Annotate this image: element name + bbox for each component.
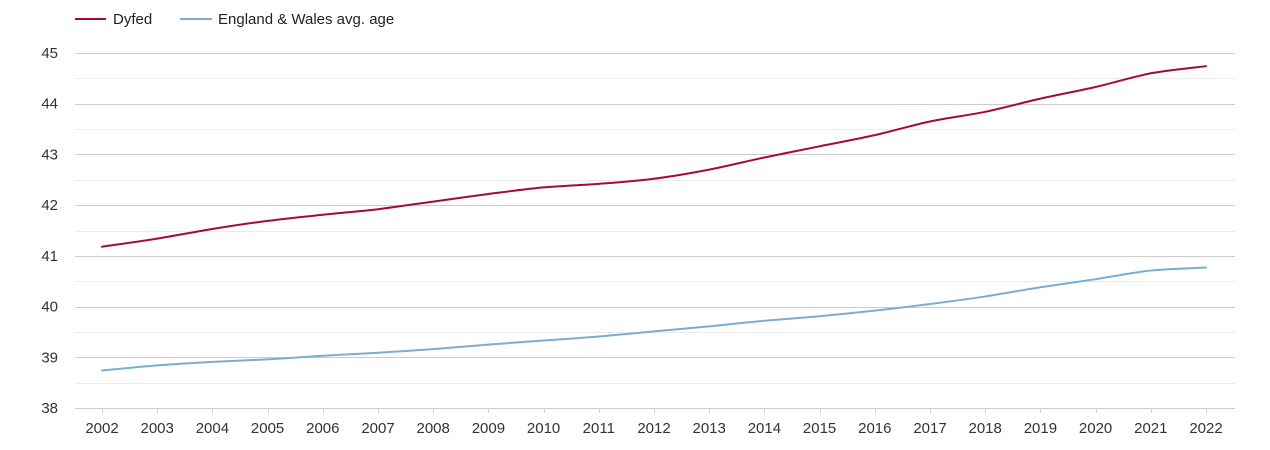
x-tick-label: 2003 xyxy=(141,420,174,437)
x-tick-label: 2012 xyxy=(637,420,670,437)
x-tick-label: 2007 xyxy=(361,420,394,437)
x-tick-label: 2019 xyxy=(1024,420,1057,437)
x-tick-label: 2013 xyxy=(693,420,726,437)
y-tick-label: 43 xyxy=(41,146,58,163)
legend-label-dyfed: Dyfed xyxy=(113,11,152,28)
x-tick-label: 2004 xyxy=(196,420,229,437)
series-group xyxy=(101,65,1207,372)
series-line-dyfed xyxy=(101,65,1207,248)
x-tick-label: 2005 xyxy=(251,420,284,437)
y-tick-label: 42 xyxy=(41,197,58,214)
x-tick-label: 2014 xyxy=(748,420,781,437)
legend-label-england-wales: England & Wales avg. age xyxy=(218,11,394,28)
x-tick-label: 2020 xyxy=(1079,420,1112,437)
legend: Dyfed England & Wales avg. age xyxy=(75,11,394,28)
gridlines xyxy=(75,53,1235,409)
x-axis: 2002 2003 2004 2005 2006 2007 2008 2009 2010 2011… xyxy=(85,408,1223,437)
y-tick-label: 39 xyxy=(41,349,58,366)
y-tick-label: 38 xyxy=(41,400,58,417)
x-tick-label: 2002 xyxy=(85,420,118,437)
x-tick-label: 2009 xyxy=(472,420,505,437)
x-tick-label: 2006 xyxy=(306,420,339,437)
y-tick-label: 41 xyxy=(41,248,58,265)
x-tick-label: 2021 xyxy=(1134,420,1167,437)
x-tick-label: 2011 xyxy=(583,420,615,437)
y-tick-label: 45 xyxy=(41,45,58,62)
x-tick-label: 2008 xyxy=(417,420,450,437)
y-axis: 38 39 40 41 42 43 44 45 xyxy=(41,45,58,417)
x-tick-label: 2015 xyxy=(803,420,836,437)
x-tick-label: 2022 xyxy=(1189,420,1222,437)
x-tick-label: 2010 xyxy=(527,420,560,437)
x-tick-label: 2018 xyxy=(969,420,1002,437)
x-tick-label: 2016 xyxy=(858,420,891,437)
y-tick-label: 40 xyxy=(41,299,58,316)
series-line-england-wales xyxy=(101,266,1207,372)
y-tick-label: 44 xyxy=(41,96,58,113)
x-tick-label: 2017 xyxy=(913,420,946,437)
